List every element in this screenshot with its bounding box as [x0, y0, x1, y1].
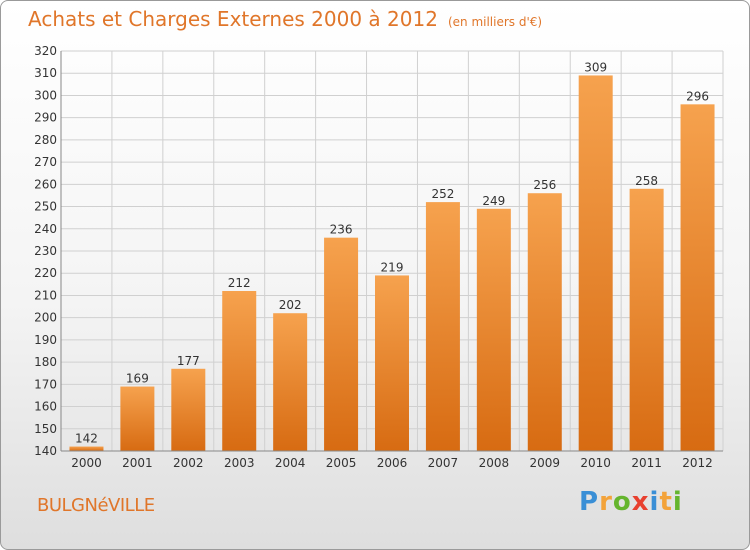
bar — [629, 188, 664, 451]
bar — [273, 313, 308, 451]
y-tick-label: 290 — [34, 111, 57, 125]
bar-value-label: 142 — [75, 432, 98, 446]
x-tick-label: 2012 — [682, 456, 713, 470]
x-tick-label: 2001 — [122, 456, 153, 470]
brand-logo-letter: o — [612, 487, 632, 517]
y-tick-label: 310 — [34, 66, 57, 80]
bar — [680, 104, 715, 451]
bar — [324, 237, 359, 451]
x-tick-label: 2000 — [71, 456, 102, 470]
x-tick-label: 2009 — [529, 456, 560, 470]
bar-value-label: 212 — [228, 276, 251, 290]
bar-value-label: 219 — [381, 260, 404, 274]
bar — [578, 75, 613, 451]
brand-logo-letter: t — [659, 487, 673, 517]
y-tick-label: 150 — [34, 422, 57, 436]
bar — [69, 446, 104, 451]
y-tick-label: 220 — [34, 266, 57, 280]
bar-value-label: 236 — [330, 223, 353, 237]
y-tick-label: 230 — [34, 244, 57, 258]
bar-value-label: 258 — [635, 174, 658, 188]
place-name: BULGNéVILLE — [37, 495, 155, 516]
bar — [375, 275, 409, 451]
bar — [222, 291, 257, 451]
bar — [527, 193, 562, 451]
bar — [476, 208, 511, 451]
y-tick-label: 190 — [34, 333, 57, 347]
bar — [120, 386, 155, 451]
x-tick-label: 2004 — [275, 456, 306, 470]
bar-value-label: 296 — [686, 89, 709, 103]
brand-logo-letter: i — [672, 487, 683, 517]
y-tick-label: 270 — [34, 155, 57, 169]
chart-title-line: Achats et Charges Externes 2000 à 2012 (e… — [28, 7, 542, 31]
y-tick-label: 140 — [34, 444, 57, 458]
bar-value-label: 249 — [482, 194, 505, 208]
x-tick-label: 2006 — [377, 456, 408, 470]
x-tick-label: 2010 — [580, 456, 611, 470]
y-tick-label: 160 — [34, 400, 57, 414]
bar-value-label: 309 — [584, 60, 607, 74]
x-tick-label: 2003 — [224, 456, 255, 470]
bar-value-label: 256 — [533, 178, 556, 192]
axes: 140 150 160 170 180 190 200 210 220 230 240 250 260 2… — [34, 44, 723, 470]
bar-value-label: 252 — [431, 187, 454, 201]
brand-logo-letter: r — [599, 487, 613, 517]
brand-logo: Proxiti — [579, 487, 683, 517]
y-tick-label: 180 — [34, 355, 57, 369]
y-tick-label: 210 — [34, 288, 57, 302]
y-tick-label: 250 — [34, 200, 57, 214]
brand-logo-letter: P — [579, 487, 600, 517]
y-tick-label: 320 — [34, 44, 57, 58]
brand-logo-letter: i — [649, 487, 660, 517]
bar-value-label: 202 — [279, 298, 302, 312]
bar — [171, 368, 206, 451]
bar-value-label: 169 — [126, 372, 149, 386]
bar-value-label: 177 — [177, 354, 200, 368]
chart-title: Achats et Charges Externes 2000 à 2012 — [28, 7, 438, 31]
y-tick-label: 260 — [34, 177, 57, 191]
bar — [425, 202, 460, 451]
x-tick-label: 2007 — [428, 456, 459, 470]
bars — [69, 75, 715, 451]
y-tick-label: 240 — [34, 222, 57, 236]
x-tick-label: 2002 — [173, 456, 204, 470]
y-tick-label: 300 — [34, 88, 57, 102]
y-tick-label: 200 — [34, 311, 57, 325]
y-tick-label: 280 — [34, 133, 57, 147]
x-tick-label: 2008 — [479, 456, 510, 470]
y-tick-label: 170 — [34, 377, 57, 391]
x-tick-label: 2011 — [631, 456, 662, 470]
brand-logo-letter: x — [631, 487, 650, 517]
x-tick-label: 2005 — [326, 456, 357, 470]
chart-subtitle: (en milliers d'€) — [447, 15, 543, 29]
